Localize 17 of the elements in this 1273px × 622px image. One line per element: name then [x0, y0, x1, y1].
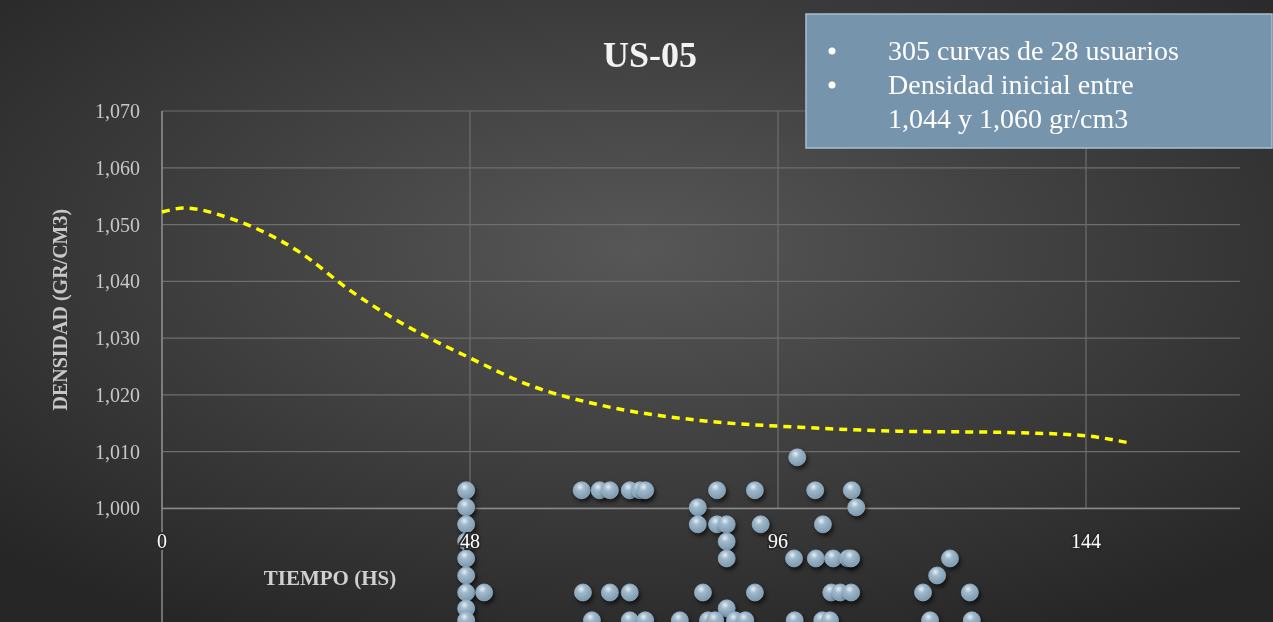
y-tick-label: 1,050: [95, 213, 140, 236]
x-tick-label: 96: [768, 530, 788, 553]
y-axis-title: DENSIDAD (GR/CM3): [49, 208, 72, 411]
y-tick-label: 1,030: [95, 327, 140, 350]
annotation: Densidad inicial entre 1,044 y 1,060 gr/cm3: [888, 69, 1134, 134]
y-tick-label: 1,000: [95, 497, 140, 520]
x-axis-title: TIEMPO (HS): [263, 566, 397, 591]
y-tick-label: 1,070: [95, 100, 140, 122]
y-tick-label: 1,060: [95, 156, 140, 179]
y-tick-label: 1,010: [95, 440, 140, 463]
y-tick-label: 1,020: [95, 383, 140, 406]
x-tick-label: 0: [157, 530, 167, 553]
chart-title: US-05: [602, 35, 698, 75]
x-tick-label: 144: [1071, 530, 1101, 553]
text: 305 curvas de 28 usuarios: [888, 35, 1179, 66]
y-tick-label: 1,040: [95, 270, 140, 293]
line-series: [160, 206, 1130, 445]
